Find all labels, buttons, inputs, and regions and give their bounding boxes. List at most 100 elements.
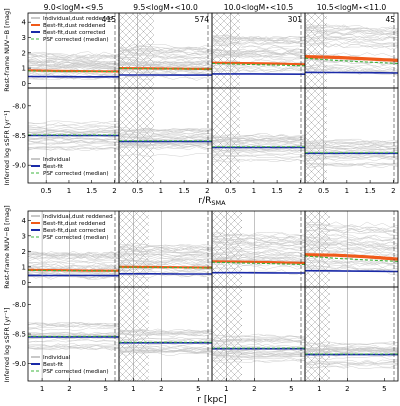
x-tick-label: 5 <box>382 385 386 393</box>
individual-profile-line <box>211 232 306 238</box>
individual-profile-line <box>118 340 213 344</box>
y-tick-label: 0 <box>22 279 26 287</box>
ylabel-ssfr-bottom: Inferred log sSFR [yr⁻¹] <box>3 307 11 382</box>
individual-profile-line <box>211 144 306 148</box>
individual-profile-line <box>27 343 120 348</box>
psf-hatch-region <box>212 287 242 381</box>
individual-profile-line <box>27 260 120 267</box>
individual-profile-line <box>304 41 399 48</box>
individual-profile-line <box>118 51 213 58</box>
x-tick-label: 1 <box>317 385 321 393</box>
individual-profile-line <box>118 248 213 254</box>
individual-profile-line <box>211 356 306 361</box>
x-tick-label: 5 <box>289 385 293 393</box>
individual-profile-line <box>118 142 213 147</box>
individual-profile-line <box>304 58 399 65</box>
individual-profile-line <box>118 251 213 257</box>
individual-profile-line <box>211 249 306 256</box>
psf-corrected-median-line <box>27 269 120 272</box>
individual-profile-line <box>118 245 213 252</box>
individual-profile-line <box>211 335 306 339</box>
individual-profile-line <box>304 154 399 159</box>
individual-profile-line <box>304 235 399 241</box>
individual-profile-line <box>27 61 120 66</box>
individual-profile-line <box>304 349 399 354</box>
panel-frame <box>304 286 399 382</box>
best-fit-reddened-line <box>304 55 399 62</box>
y-tick-label: 2 <box>22 248 26 256</box>
individual-profile-line <box>304 63 399 70</box>
x-tick-label: 2 <box>159 385 163 393</box>
individual-profile-line <box>211 55 306 63</box>
individual-profile-line <box>304 356 399 361</box>
individual-profile-line <box>211 43 306 51</box>
psf-corrected-median-line <box>304 57 399 65</box>
y-tick-label: 1 <box>22 263 26 271</box>
legend-label: Best-fit <box>43 362 64 368</box>
x-tick-label: 2 <box>67 385 71 393</box>
individual-profile-line <box>118 75 213 81</box>
psf-corrected-median-line <box>27 70 120 73</box>
best-fit-reddened-line <box>211 61 306 66</box>
best-fit-reddened-line <box>304 253 399 261</box>
individual-profile-line <box>118 264 213 270</box>
individual-profile-line <box>211 236 306 243</box>
individual-profile-line <box>211 65 306 71</box>
individual-profile-line <box>211 260 306 267</box>
individual-profile-line <box>27 58 120 65</box>
legend-label: Best-fit,dust corrected <box>43 228 106 234</box>
individual-profile-line <box>304 154 399 159</box>
individual-profile-line <box>211 244 306 251</box>
legend-label: Best-fit,dust corrected <box>43 30 106 36</box>
individual-profile-line <box>304 359 399 364</box>
individual-profile-line <box>27 55 120 62</box>
individual-profile-line <box>27 64 120 70</box>
individual-profile-line <box>304 35 399 41</box>
individual-profile-line <box>211 153 306 157</box>
individual-profile-line <box>211 48 306 53</box>
individual-profile-line <box>211 351 306 355</box>
individual-profile-line <box>118 136 213 141</box>
individual-profile-line <box>118 252 213 258</box>
panel-title: 9.5<logM⋆<10.0 <box>133 3 198 12</box>
individual-profile-line <box>27 51 120 57</box>
psf-corrected-median-line <box>304 255 399 262</box>
individual-profile-line <box>304 260 399 268</box>
individual-profile-line <box>211 151 306 155</box>
individual-profile-line <box>304 23 399 32</box>
individual-profile-line <box>304 365 399 369</box>
individual-profile-line <box>27 267 120 274</box>
individual-profile-line <box>118 245 213 251</box>
individual-profile-line <box>118 131 213 136</box>
legend-label: Best-fit <box>43 164 64 170</box>
individual-profile-line <box>27 128 120 132</box>
ylabel-color-bottom: Rest-frame NUV−B [mag] <box>3 205 11 288</box>
ylabel-ssfr-top: Inferred log sSFR [yr⁻¹] <box>3 110 11 185</box>
individual-profile-line <box>118 58 213 64</box>
x-tick-label: 0.5 <box>132 187 143 195</box>
individual-profile-line <box>304 39 399 45</box>
individual-profile-line <box>27 137 120 142</box>
individual-profile-line <box>211 359 306 364</box>
individual-profile-line <box>211 333 306 338</box>
individual-profile-line <box>27 327 120 331</box>
individual-profile-line <box>304 233 399 242</box>
individual-profile-line <box>304 24 399 31</box>
individual-profile-line <box>304 163 399 167</box>
individual-profile-line <box>304 36 399 45</box>
x-tick-label: 5 <box>103 385 107 393</box>
individual-profile-line <box>211 357 306 362</box>
individual-profile-line <box>27 73 120 80</box>
y-tick-label: -9.0 <box>12 360 26 368</box>
individual-profile-line <box>305 227 399 236</box>
individual-profile-line <box>211 35 306 43</box>
individual-profile-line <box>28 147 120 151</box>
x-tick-label: 1 <box>40 385 44 393</box>
individual-profile-line <box>118 46 213 53</box>
individual-profile-line <box>27 135 120 140</box>
individual-profile-line <box>304 35 399 42</box>
individual-profile-line <box>211 240 306 246</box>
galaxy-count: 415 <box>102 15 117 24</box>
y-tick-label: 3 <box>22 232 26 240</box>
individual-profile-line <box>118 68 213 73</box>
